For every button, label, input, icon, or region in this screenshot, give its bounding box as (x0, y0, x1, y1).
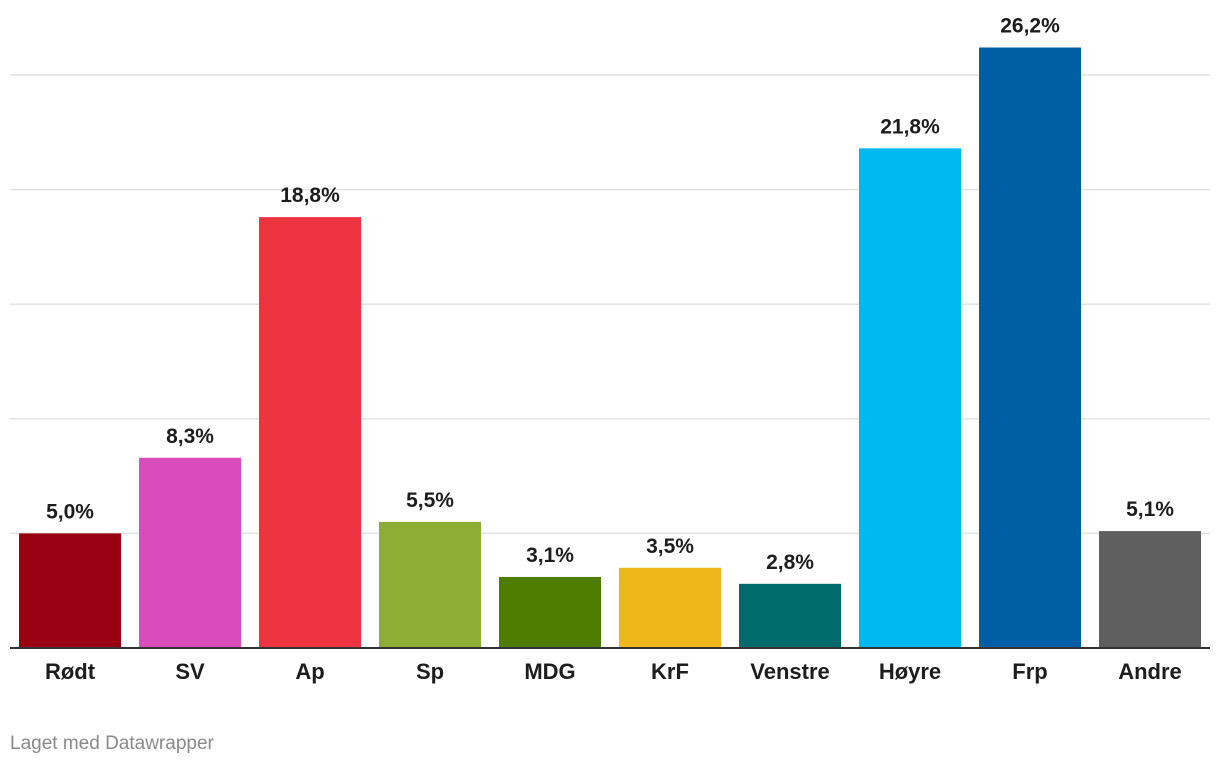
bar-1 (139, 457, 241, 648)
category-label-6: Venstre (750, 659, 830, 684)
value-label-6: 2,8% (766, 551, 814, 574)
category-labels: Rødt SV Ap Sp MDG KrF Venstre Høyre Frp Andre (45, 659, 1182, 684)
value-label-7: 21,8% (880, 115, 940, 138)
category-label-1: SV (175, 659, 205, 684)
category-label-2: Ap (295, 659, 324, 684)
category-label-7: Høyre (879, 659, 941, 684)
footer-credit: Laget med Datawrapper (10, 733, 214, 754)
category-label-0: Rødt (45, 659, 96, 684)
value-label-4: 3,1% (526, 544, 574, 567)
bar-7 (859, 148, 961, 648)
value-label-0: 5,0% (46, 500, 94, 523)
value-label-3: 5,5% (406, 489, 454, 512)
value-labels: 5,0% 8,3% 18,8% 5,5% 3,1% 3,5% 2,8% 21,8% 26,2% 5… (46, 14, 1174, 573)
bar-2 (259, 217, 361, 648)
bar-3 (379, 521, 481, 648)
value-label-8: 26,2% (1000, 14, 1060, 37)
value-label-5: 3,5% (646, 535, 694, 558)
bar-4 (499, 576, 601, 648)
category-label-3: Sp (416, 659, 444, 684)
value-label-2: 18,8% (280, 184, 340, 207)
bar-8 (979, 47, 1081, 649)
bar-9 (1099, 531, 1201, 648)
category-label-5: KrF (651, 659, 689, 684)
value-label-9: 5,1% (1126, 498, 1174, 521)
bar-0 (19, 533, 121, 648)
bar-6 (739, 583, 841, 648)
category-label-4: MDG (524, 659, 575, 684)
value-label-1: 8,3% (166, 425, 214, 448)
category-label-8: Frp (1012, 659, 1047, 684)
bar-5 (619, 567, 721, 648)
category-label-9: Andre (1118, 659, 1182, 684)
bars (19, 47, 1201, 649)
